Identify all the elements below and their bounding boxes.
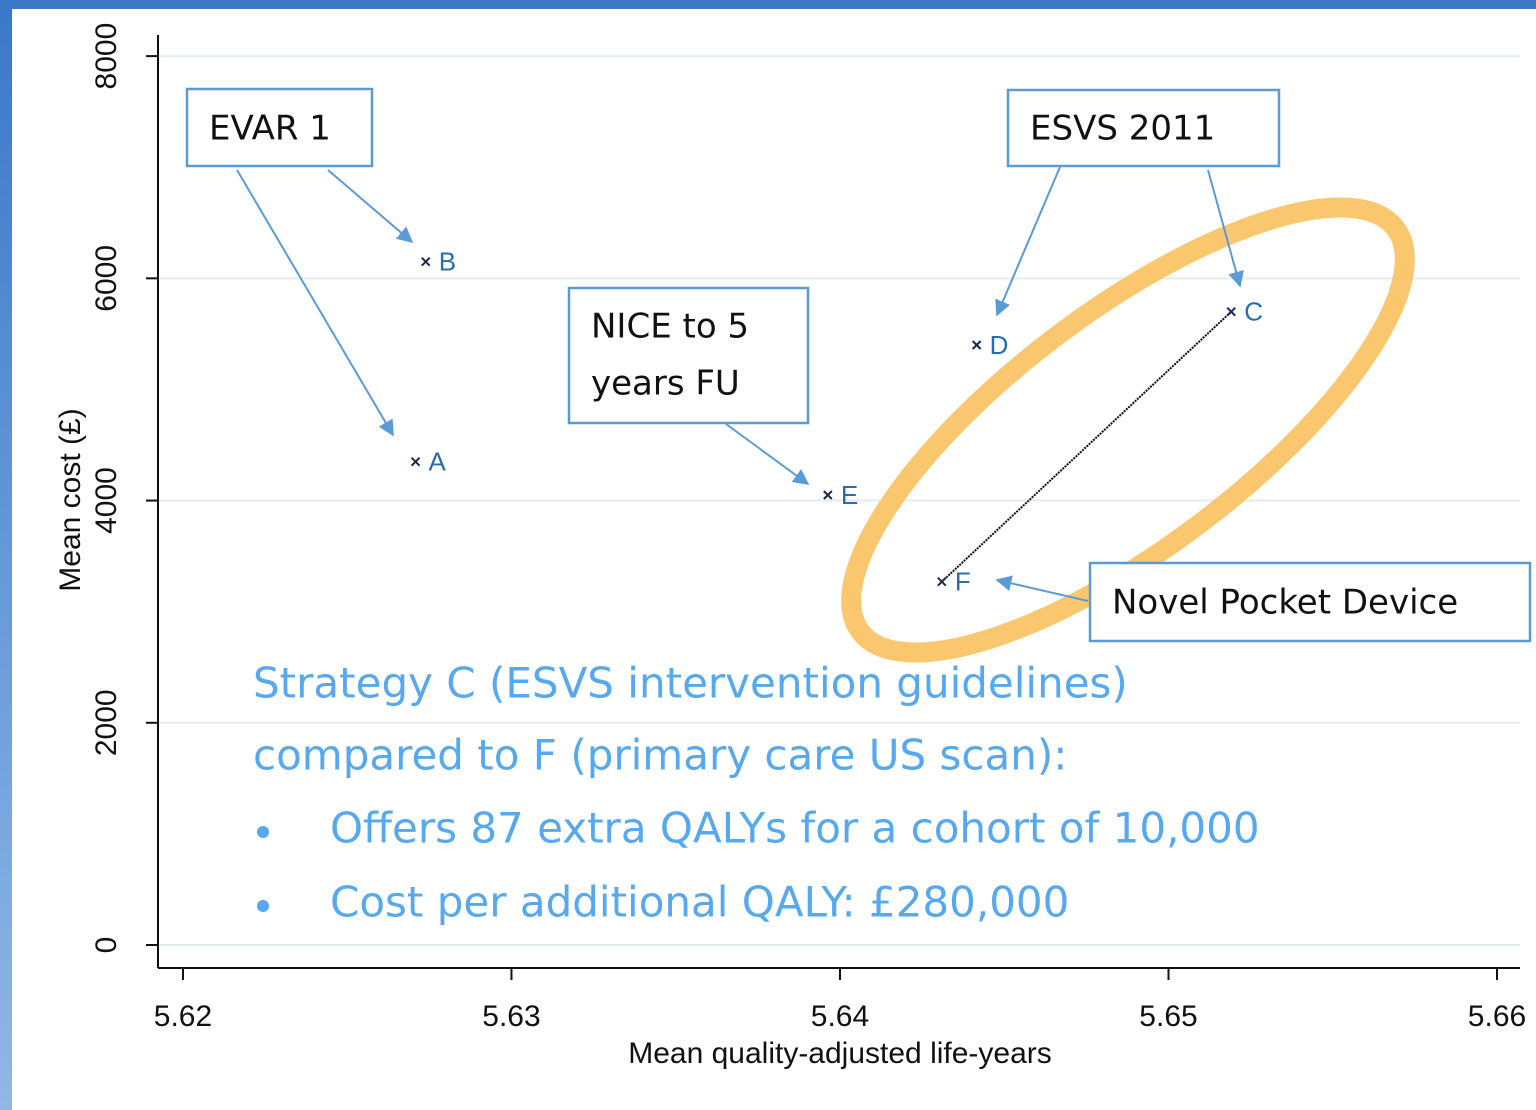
- body-text: Offers 87 extra QALYs for a cohort of 10…: [330, 804, 1260, 853]
- arrow: [725, 423, 810, 485]
- arrow: [1207, 169, 1244, 288]
- highlight-ellipse: [841, 197, 1415, 663]
- plot: 0 2000 4000 6000 8000 5.62 5.63 5.64 5.65 5.66: [90, 23, 1526, 1033]
- point-label: D: [990, 330, 1009, 360]
- point: [410, 456, 421, 467]
- annotation-box: [1088, 561, 1532, 643]
- annotation-boxes: [185, 87, 1532, 643]
- point: [421, 256, 431, 267]
- bullet: [257, 900, 269, 912]
- annotation-box: [185, 87, 374, 168]
- annotation-text: EVAR 1: [209, 109, 331, 149]
- point-label: E: [841, 480, 858, 510]
- y-tick-label: 4000: [90, 467, 123, 534]
- body-text: compared to F (primary care US scan):: [253, 731, 1067, 780]
- annotation-text: years FU: [591, 364, 740, 404]
- point-label: F: [955, 567, 971, 597]
- point-label: B: [439, 247, 456, 277]
- x-tick-label: 5.64: [811, 1000, 869, 1033]
- point-label: C: [1244, 297, 1263, 327]
- slide-border-left: [0, 0, 12, 1110]
- arrow: [236, 169, 394, 437]
- annotation-box: [1006, 88, 1281, 168]
- point: [971, 340, 982, 350]
- point-label: A: [429, 447, 447, 477]
- annotation-box: [567, 286, 810, 425]
- y-tick-label: 8000: [90, 23, 123, 90]
- x-axis-label: Mean quality-adjusted life-years: [628, 1037, 1052, 1070]
- y-axis-label: Mean cost (£): [54, 408, 87, 591]
- marks: A B C D E F: [410, 247, 1263, 597]
- annotation-text: Novel Pocket Device: [1112, 583, 1458, 623]
- body-text: Cost per additional QALY: £280,000: [330, 878, 1069, 927]
- body-text: Strategy C (ESVS intervention guidelines…: [253, 659, 1128, 708]
- y-tick-label: 2000: [90, 689, 123, 756]
- bullet: [257, 826, 269, 838]
- x-tick-label: 5.65: [1139, 1000, 1197, 1033]
- x-tick-label: 5.66: [1468, 1000, 1526, 1033]
- point: [823, 490, 833, 500]
- arrow: [327, 169, 414, 244]
- point: [1226, 306, 1236, 317]
- point: [937, 576, 947, 587]
- arrows: [236, 166, 1244, 602]
- arrow: [995, 166, 1061, 317]
- annotation-text: NICE to 5: [591, 307, 749, 347]
- x-tick-label: 5.62: [154, 1000, 212, 1033]
- y-tick-label: 0: [90, 937, 123, 954]
- arrow: [995, 575, 1089, 602]
- slide-border-top: [0, 0, 1536, 9]
- annotation-text: ESVS 2011: [1030, 109, 1215, 149]
- x-tick-label: 5.63: [482, 1000, 540, 1033]
- y-tick-label: 6000: [90, 245, 123, 312]
